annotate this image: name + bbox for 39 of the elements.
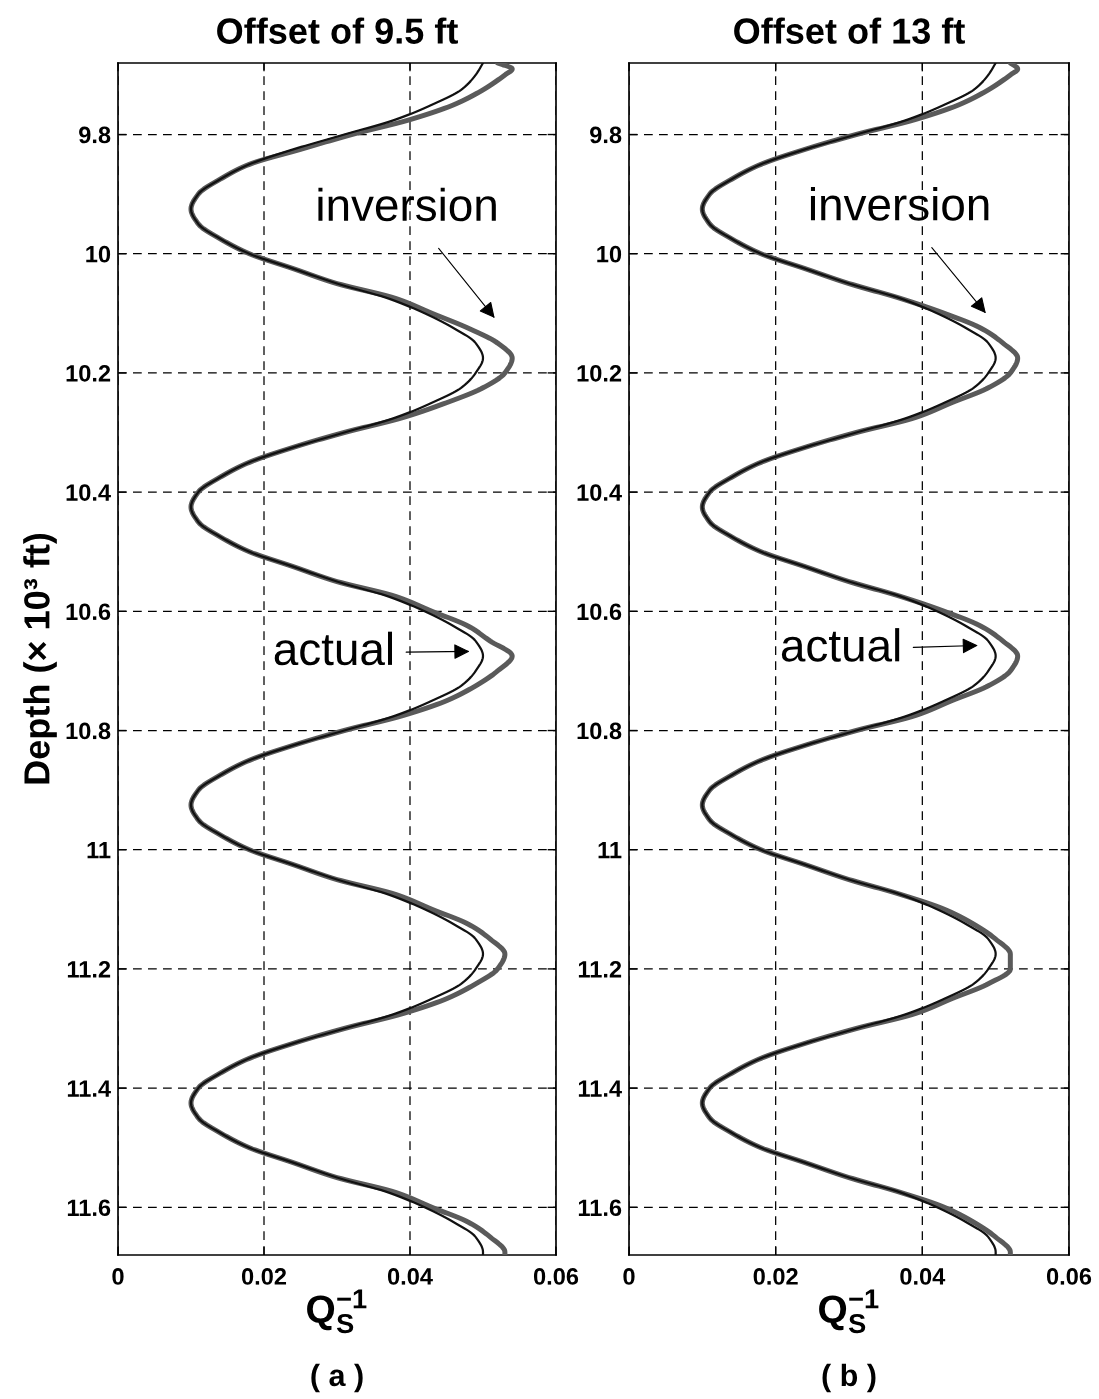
x-tick-label: 0.04: [387, 1268, 433, 1285]
x-tick-label: 0.02: [753, 1268, 798, 1285]
y-tick-label: 11.6: [578, 1199, 622, 1217]
y-tick-label: 10.2: [577, 364, 622, 382]
y-tick-label: 9.8: [590, 126, 622, 144]
y-tick-label: 11: [598, 842, 622, 859]
y-tick-label: 10: [86, 245, 111, 263]
y-tick-label: 11.2: [578, 960, 622, 978]
annotation: actual: [781, 628, 900, 662]
y-tick-label: 10.4: [66, 484, 111, 501]
y-tick-label: 10.6: [577, 603, 622, 621]
y-axis-title: Depth (× 10³ ft): [23, 533, 57, 784]
y-tick-label: 11.4: [578, 1080, 622, 1097]
y-tick-label: 10.8: [577, 722, 622, 740]
y-tick-label: 10: [597, 245, 622, 263]
x-tick-label: 0: [623, 1268, 635, 1285]
y-tick-label: 11.6: [67, 1199, 111, 1217]
x-tick-label: 0: [112, 1268, 124, 1285]
x-tick-label: 0.02: [241, 1268, 287, 1285]
chart-title: Offset of 9.5 ft: [217, 17, 458, 44]
y-tick-label: 10.8: [66, 722, 111, 740]
y-tick-label: 10.2: [66, 364, 111, 382]
chart-title: Offset of 13 ft: [734, 17, 965, 44]
annotation: actual: [274, 631, 393, 666]
y-tick-label: 11: [87, 842, 111, 859]
x-axis-title: Q$^{−1}$$_{S}$: [307, 1289, 367, 1334]
x-tick-label: 0.04: [900, 1268, 946, 1285]
y-tick-label: 11.4: [67, 1080, 111, 1097]
annotation: inversion: [810, 187, 989, 221]
y-tick-label: 10.6: [66, 603, 111, 621]
text: ( a ): [311, 1363, 363, 1393]
x-axis-title: Q$^{−1}$$_{S}$: [819, 1289, 879, 1334]
annotation: inversion: [318, 187, 496, 222]
text: ( b ): [822, 1363, 876, 1393]
y-tick-label: 11.2: [67, 960, 111, 978]
y-tick-label: 10.4: [577, 484, 622, 501]
x-tick-label: 0.06: [533, 1268, 579, 1285]
x-tick-label: 0.06: [1046, 1268, 1092, 1285]
y-tick-label: 9.8: [79, 126, 111, 144]
